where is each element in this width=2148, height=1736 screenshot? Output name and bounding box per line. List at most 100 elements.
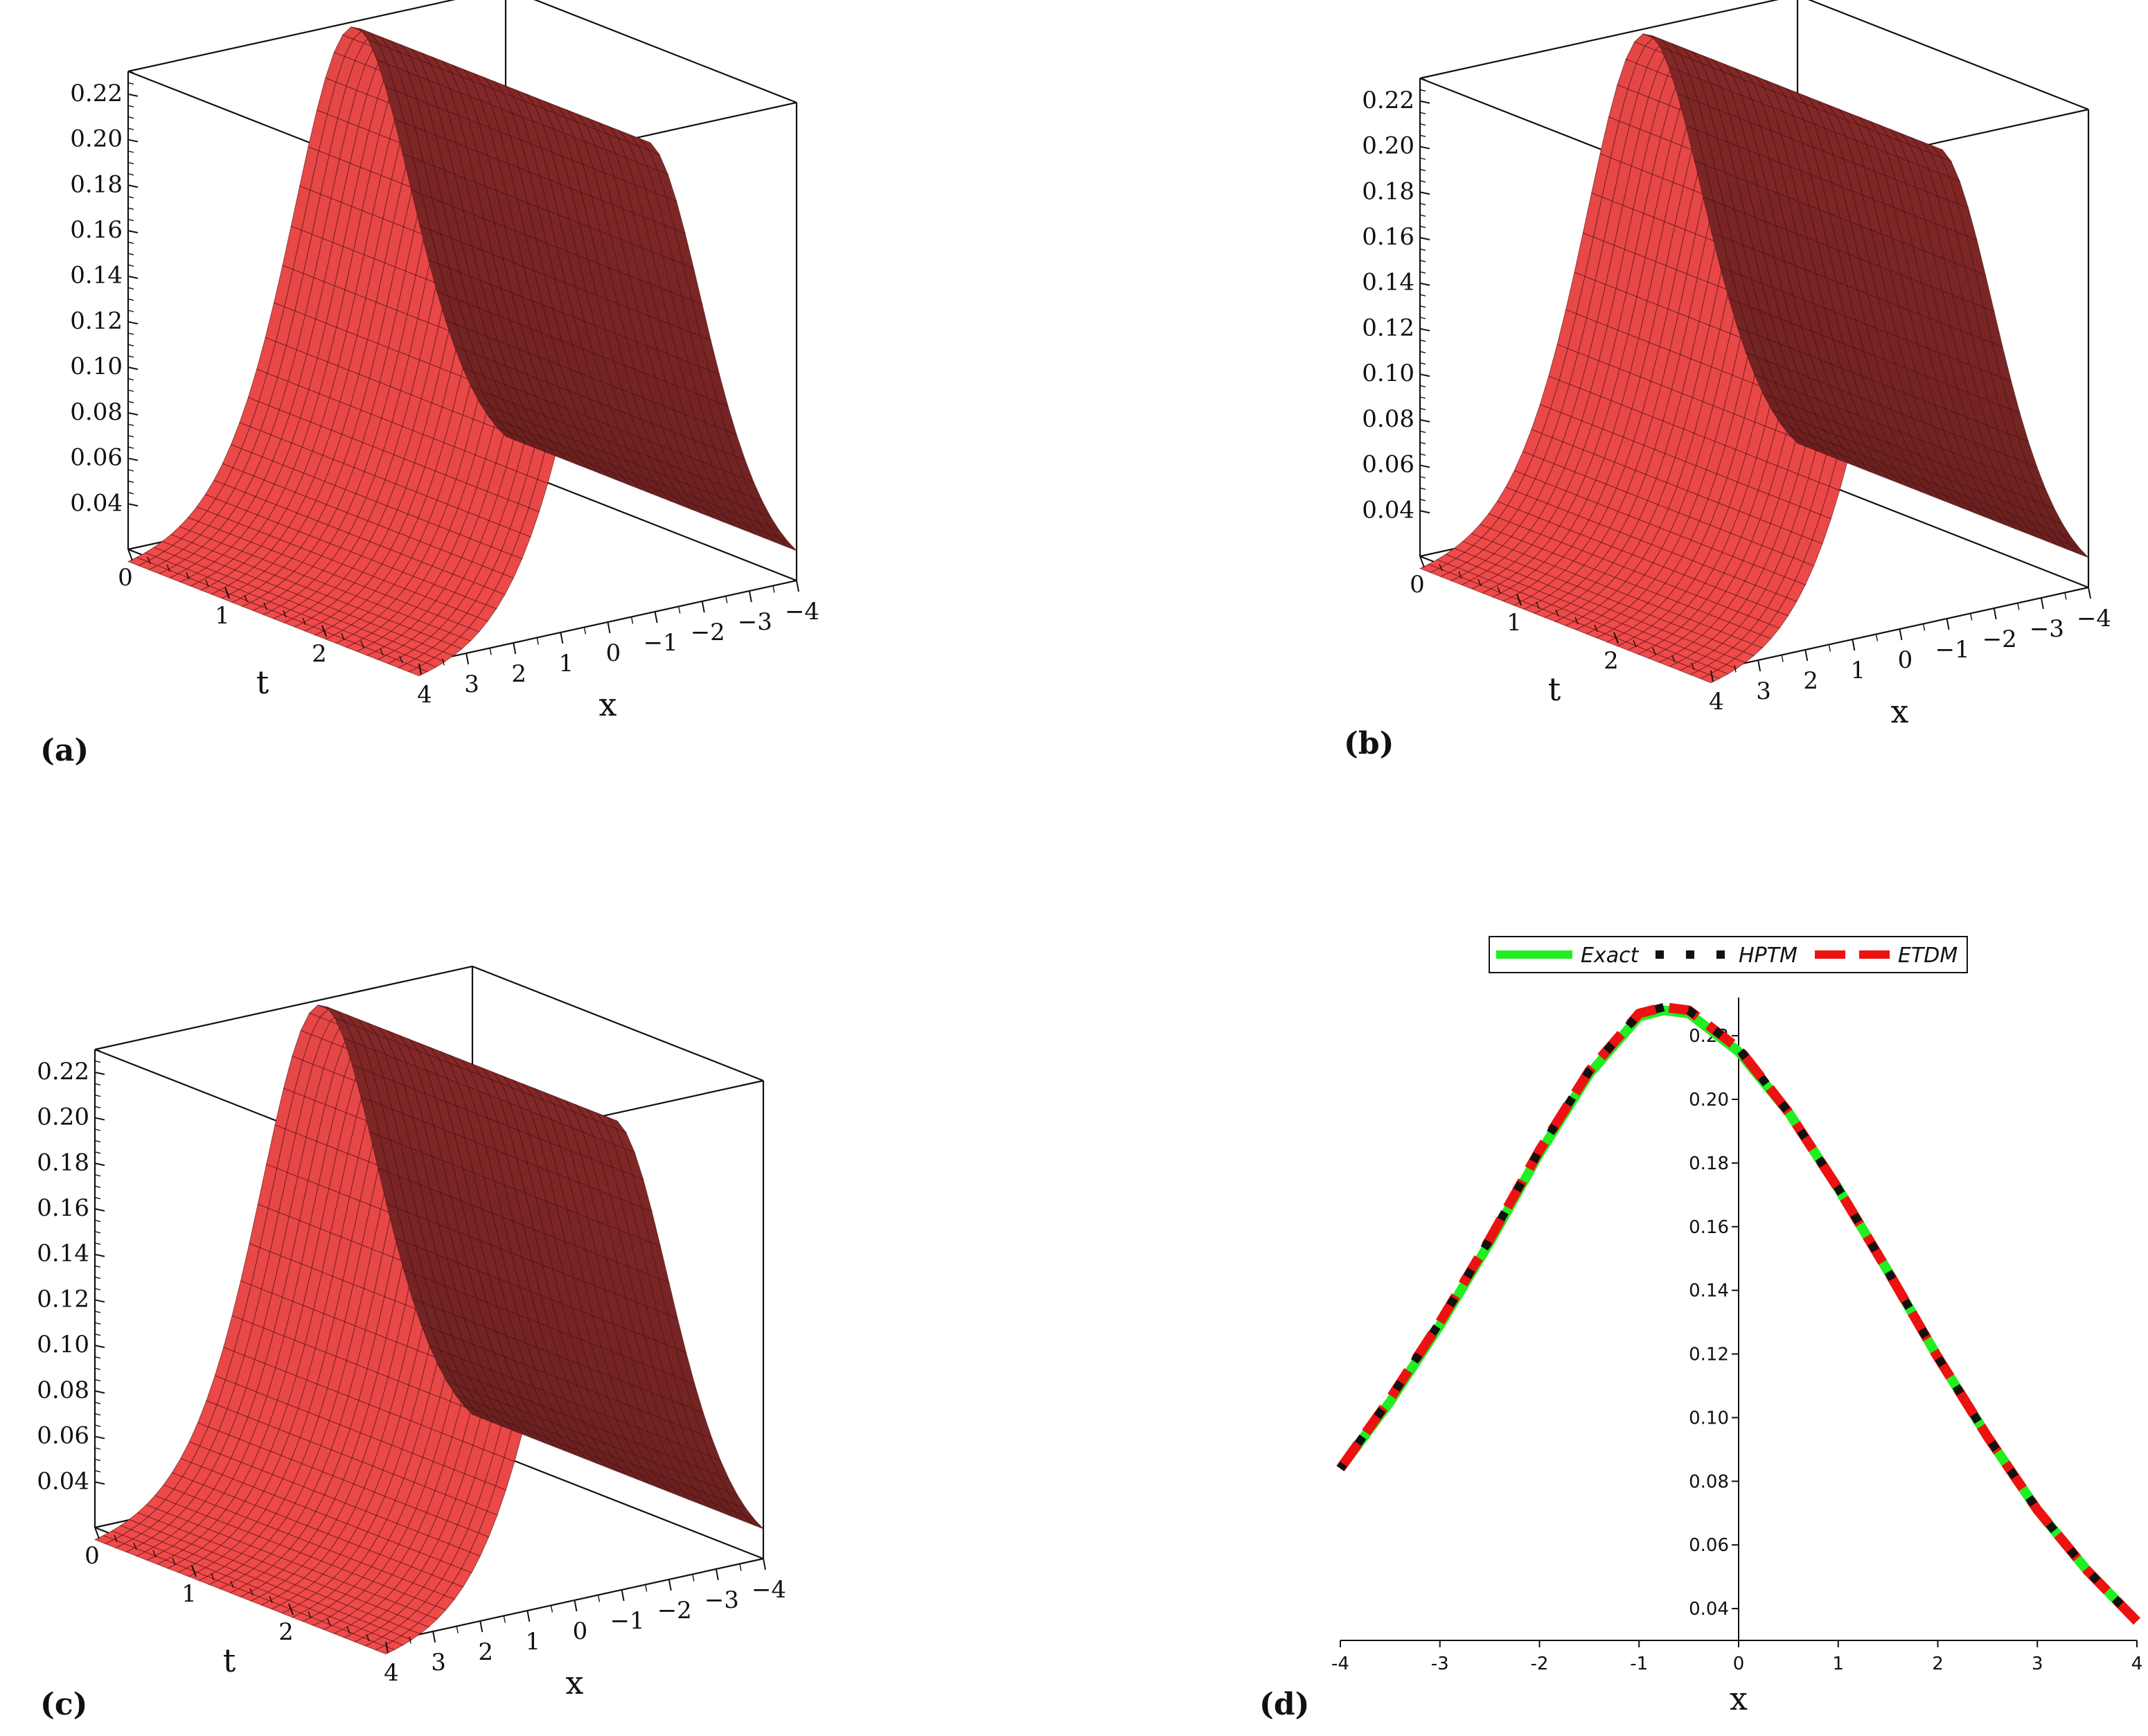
z-minor-tick <box>94 1334 101 1336</box>
x-minor-tick <box>536 637 539 645</box>
t-minor-tick <box>147 556 151 565</box>
z-tick-mark <box>1419 510 1430 514</box>
z-minor-tick <box>1419 260 1426 263</box>
box-edge <box>472 965 764 1082</box>
z-minor-tick <box>1419 476 1426 479</box>
z-minor-tick <box>127 150 134 153</box>
box-edge <box>533 0 797 104</box>
x-axis-title: x <box>1730 1680 1748 1717</box>
y-tick-label: 0.12 <box>1689 1345 1729 1365</box>
y-tick-label: 0.16 <box>1689 1217 1729 1238</box>
z-tick-label: 0.08 <box>1362 405 1414 433</box>
z-tick-label: 0.04 <box>1362 496 1414 524</box>
x-tick-label: 0 <box>606 639 621 667</box>
x-minor-tick <box>479 1620 482 1629</box>
y-tick-label: 0.08 <box>1689 1471 1729 1492</box>
x-minor-tick <box>749 590 752 599</box>
x-minor-tick <box>465 653 468 661</box>
z-minor-tick <box>94 1151 101 1154</box>
legend: Exact HPTM ETDM <box>1489 936 1968 973</box>
z-tick-mark <box>127 139 139 143</box>
t-tick-label: 2 <box>312 640 327 668</box>
z-tick-mark <box>94 1162 105 1167</box>
z-tick-mark <box>127 366 139 371</box>
z-minor-tick <box>94 1470 101 1473</box>
x-tick-label: −3 <box>704 1586 739 1614</box>
x-tick-label: 3 <box>1756 677 1771 705</box>
z-tick-label: 0.12 <box>1362 314 1414 342</box>
z-minor-tick <box>94 1140 101 1143</box>
z-minor-tick <box>1419 248 1426 251</box>
z-minor-tick <box>1419 214 1426 217</box>
t-minor-tick <box>399 655 403 664</box>
z-minor-tick <box>94 1196 101 1200</box>
t-tick-label: 0 <box>118 564 133 592</box>
z-tick-mark <box>127 184 139 188</box>
t-tick-label: 0 <box>85 1542 100 1570</box>
z-tick-mark <box>94 1208 105 1212</box>
box-edge <box>1807 0 2089 111</box>
z-minor-tick <box>127 355 134 358</box>
x-minor-tick <box>2041 597 2043 605</box>
x-tick-label: −2 <box>691 619 725 646</box>
t-minor-tick <box>380 648 384 656</box>
z-minor-tick <box>94 1185 101 1188</box>
t-axis-title: t <box>256 664 269 701</box>
t-tick-label: 2 <box>1604 647 1619 675</box>
x-axis-title: x <box>1891 693 1909 730</box>
z-tick-label: 0.12 <box>70 307 123 335</box>
surface-patch <box>497 427 517 441</box>
z-minor-tick <box>1419 430 1426 433</box>
x-tick-label: −3 <box>2030 615 2064 643</box>
x-minor-tick <box>513 642 515 650</box>
z-tick-mark <box>1419 237 1430 240</box>
z-minor-tick <box>1419 384 1426 388</box>
legend-label-exact: Exact <box>1581 944 1640 968</box>
y-tick-label: 0.20 <box>1689 1090 1729 1110</box>
z-minor-tick <box>127 264 134 267</box>
x-tick-label: −1 <box>1935 636 1970 664</box>
x-tick-label: −1 <box>643 629 678 657</box>
x-minor-tick <box>716 1568 718 1577</box>
z-minor-tick <box>127 333 134 335</box>
t-minor-tick <box>360 640 364 648</box>
z-minor-tick <box>1419 89 1426 92</box>
t-minor-tick <box>205 579 209 587</box>
x-minor-tick <box>739 1564 742 1571</box>
t-minor-tick <box>166 564 170 572</box>
box-edge <box>127 0 456 73</box>
z-tick-label: 0.06 <box>37 1422 89 1450</box>
t-tick-label: 1 <box>181 1580 197 1608</box>
z-minor-tick <box>94 1060 101 1063</box>
x-axis-title: x <box>566 1664 584 1701</box>
z-minor-tick <box>94 1367 101 1370</box>
z-tick-label: 0.14 <box>37 1240 89 1268</box>
legend-label-etdm: ETDM <box>1898 944 1958 968</box>
z-tick-mark <box>1419 191 1430 195</box>
z-minor-tick <box>94 1106 101 1108</box>
z-tick-mark <box>94 1253 105 1257</box>
y-tick-label: 0.14 <box>1689 1281 1729 1302</box>
x-minor-tick <box>2088 587 2091 595</box>
x-tick-label: −4 <box>785 598 819 626</box>
z-tick-mark <box>127 93 139 97</box>
box-edge <box>94 965 473 1051</box>
panel-label-c: (c) <box>40 1687 87 1722</box>
x-tick-label: −3 <box>738 608 772 636</box>
z-minor-tick <box>94 1322 101 1325</box>
z-tick-mark <box>127 321 139 325</box>
t-minor-tick <box>224 587 229 595</box>
t-axis-ticks: 0 1 2 t <box>118 549 403 701</box>
z-tick-mark <box>1419 373 1430 378</box>
x-tick-label: 4 <box>2131 1654 2143 1674</box>
x-axis-ticks: 4 3 2 1 0 −1 −2 −3 −4 x <box>417 580 819 723</box>
x-minor-tick <box>1899 628 1902 637</box>
x-tick-label: 3 <box>464 671 479 698</box>
z-minor-tick <box>94 1083 101 1086</box>
surface-plot-a: 0.04 0.06 0.08 0.10 0.12 0.14 0.16 0.18 0.20 0.22… <box>70 0 819 723</box>
z-tick-mark <box>1419 418 1430 423</box>
z-tick-mark <box>1419 282 1430 286</box>
surface-mesh <box>127 26 797 677</box>
x-minor-tick <box>550 1605 553 1613</box>
x-tick-label: 4 <box>384 1659 399 1687</box>
